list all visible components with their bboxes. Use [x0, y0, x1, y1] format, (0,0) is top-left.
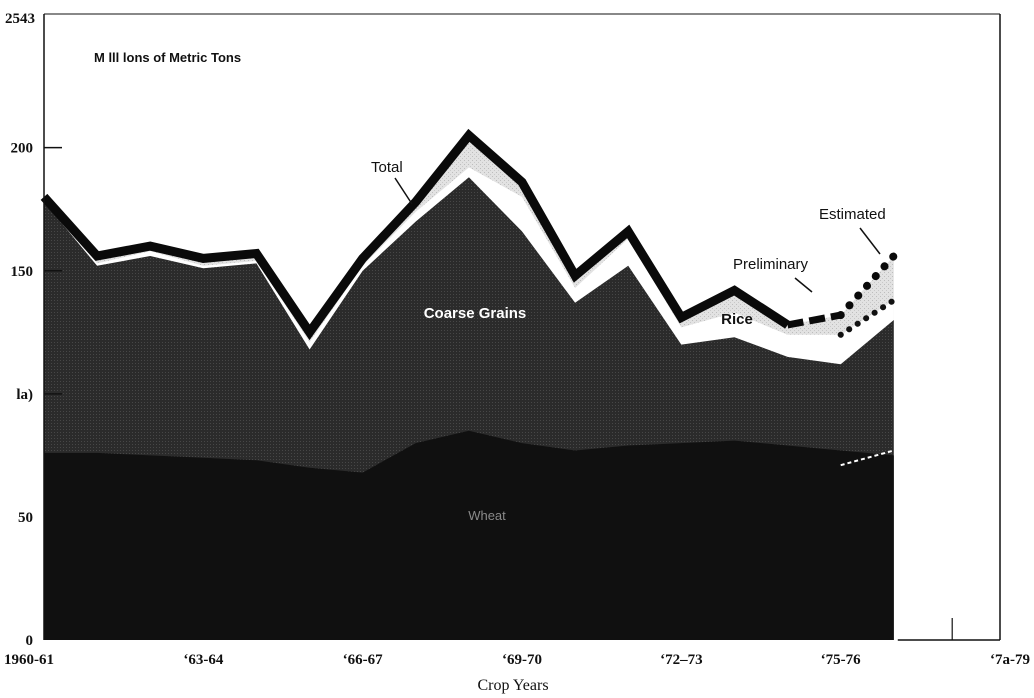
x-tick-label: ‘72–73 — [660, 652, 703, 668]
y-tick-label: 50 — [18, 510, 33, 526]
preliminary-leader — [794, 277, 813, 293]
total-line — [40, 128, 791, 341]
coarse-label: Coarse Grains — [424, 305, 527, 322]
coarse-estimated-line — [837, 297, 897, 338]
x-tick-label: ‘75-76 — [821, 652, 861, 668]
total-leader — [394, 177, 413, 205]
x-axis-title: Crop Years — [477, 677, 548, 694]
unit-label: M lll lons of Metric Tons — [94, 50, 241, 65]
y-tick-label: 0 — [26, 633, 34, 649]
wheat-label: Wheat — [468, 508, 506, 523]
estimated-leader — [859, 227, 881, 255]
x-tick-label: 1960-61 — [4, 652, 54, 668]
x-tick-label: ‘63-64 — [183, 652, 223, 668]
x-tick-label: ‘66-67 — [343, 652, 383, 668]
y-tick-label: 200 — [11, 141, 34, 157]
x-tick-label: ‘69-70 — [502, 652, 542, 668]
axes: 2543 200 150 la) 50 0 1960-61 ‘63-64 ‘66-67 ‘69-7… — [4, 11, 1030, 694]
total-line-preliminary — [786, 311, 842, 329]
plot-area — [40, 128, 898, 640]
total-label: Total — [371, 159, 403, 176]
wheat-area — [44, 430, 894, 640]
total-line-estimated — [836, 252, 898, 320]
y-tick-label: la) — [16, 387, 33, 403]
x-tick-label: ‘7a-79 — [990, 652, 1030, 668]
y-tick-label: 150 — [11, 264, 34, 280]
y-tick-label: 2543 — [5, 11, 35, 27]
estimated-label: Estimated — [819, 206, 886, 223]
annotations: M lll lons of Metric Tons Total Coarse Gra… — [94, 50, 886, 523]
rice-label: Rice — [721, 311, 753, 328]
preliminary-label: Preliminary — [733, 256, 809, 273]
wheat-estimated-line — [840, 449, 895, 467]
